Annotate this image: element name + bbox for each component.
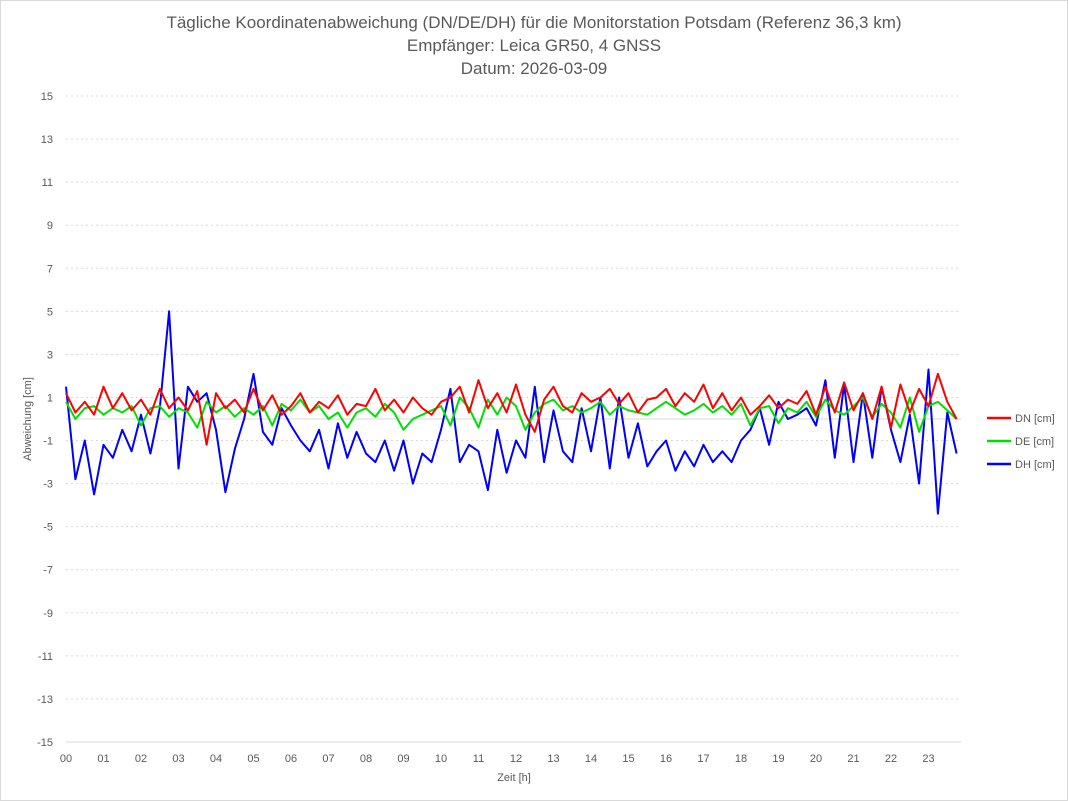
y-tick-label: 9 bbox=[47, 220, 53, 232]
x-tick-label: 14 bbox=[585, 753, 597, 765]
x-axis-label: Zeit [h] bbox=[497, 772, 531, 784]
series-line-dh bbox=[65, 310, 958, 515]
y-tick-label: -5 bbox=[43, 522, 53, 534]
x-tick-label: 16 bbox=[660, 753, 672, 765]
y-tick-label: 1 bbox=[47, 392, 53, 404]
y-tick-label: 11 bbox=[42, 177, 53, 189]
x-tick-label: 23 bbox=[922, 753, 934, 765]
y-tick-label: 13 bbox=[41, 134, 53, 146]
y-tick-label: -9 bbox=[43, 608, 53, 620]
series-line-de bbox=[65, 396, 958, 433]
y-tick-label: -15 bbox=[37, 737, 53, 749]
legend-label: DE [cm] bbox=[1015, 436, 1054, 448]
y-tick-label: -3 bbox=[43, 479, 53, 491]
chart-subtitle-date: Datum: 2026-03-09 bbox=[460, 59, 608, 78]
x-tick-label: 19 bbox=[772, 753, 784, 765]
y-tick-label: -7 bbox=[43, 565, 53, 577]
x-tick-label: 09 bbox=[397, 753, 409, 765]
x-tick-label: 01 bbox=[97, 753, 109, 765]
x-tick-label: 04 bbox=[210, 753, 222, 765]
x-tick-label: 15 bbox=[622, 753, 634, 765]
x-tick-label: 02 bbox=[135, 753, 147, 765]
y-tick-label: 7 bbox=[47, 263, 53, 275]
x-tick-label: 11 bbox=[473, 753, 484, 765]
y-tick-label: 5 bbox=[47, 306, 53, 318]
x-tick-label: 13 bbox=[547, 753, 559, 765]
x-tick-label: 10 bbox=[435, 753, 447, 765]
x-tick-label: 06 bbox=[285, 753, 297, 765]
y-tick-label: -11 bbox=[38, 651, 53, 663]
y-tick-label: 15 bbox=[41, 91, 53, 103]
x-tick-label: 12 bbox=[510, 753, 522, 765]
x-tick-label: 07 bbox=[322, 753, 334, 765]
x-tick-label: 17 bbox=[697, 753, 709, 765]
x-tick-label: 22 bbox=[885, 753, 897, 765]
y-tick-label: -1 bbox=[43, 436, 53, 448]
legend-label: DN [cm] bbox=[1015, 413, 1055, 425]
x-tick-label: 18 bbox=[735, 753, 747, 765]
y-tick-label: 3 bbox=[47, 349, 53, 361]
x-tick-label: 08 bbox=[360, 753, 372, 765]
legend-label: DH [cm] bbox=[1015, 459, 1055, 471]
x-tick-label: 00 bbox=[60, 753, 72, 765]
series-line-dn bbox=[65, 372, 958, 446]
y-tick-label: -13 bbox=[37, 694, 53, 706]
x-tick-label: 05 bbox=[247, 753, 259, 765]
x-tick-label: 03 bbox=[172, 753, 184, 765]
x-tick-label: 21 bbox=[847, 753, 859, 765]
y-axis-label: Abweichung [cm] bbox=[22, 377, 34, 461]
x-tick-label: 20 bbox=[810, 753, 822, 765]
chart-title: Tägliche Koordinatenabweichung (DN/DE/DH… bbox=[166, 13, 902, 32]
chart-subtitle-receiver: Empfänger: Leica GR50, 4 GNSS bbox=[406, 36, 662, 55]
